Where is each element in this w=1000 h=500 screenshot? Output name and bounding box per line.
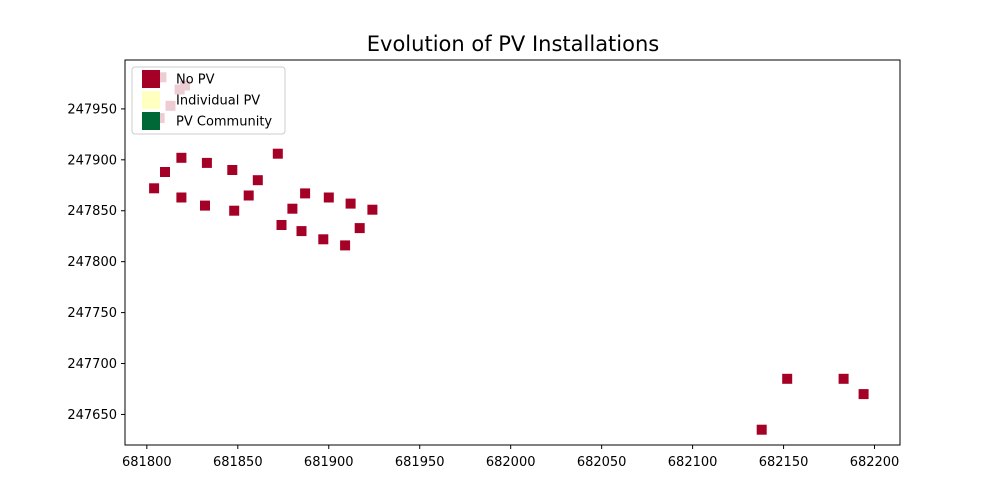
legend-label: No PV [176, 73, 215, 88]
legend-marker [142, 112, 160, 130]
chart-title: Evolution of PV Installations [367, 32, 659, 56]
data-point [838, 373, 849, 384]
x-tick-label: 682200 [850, 455, 900, 470]
data-point [201, 157, 212, 168]
data-point [756, 424, 767, 435]
y-axis: 247650 247700 247750 247800 247850 247900 2479… [67, 102, 125, 423]
plot-border [124, 59, 901, 446]
data-point [858, 389, 869, 400]
legend-marker [142, 91, 160, 109]
x-tick-label: 681800 [122, 455, 172, 470]
data-point [323, 192, 334, 203]
data-point [252, 175, 263, 186]
y-tick-label: 247850 [67, 204, 117, 219]
data-point [160, 167, 170, 177]
legend-entries: No PV Individual PV PV Community [142, 70, 272, 130]
data-point [176, 192, 187, 203]
legend: No PV Individual PV PV Community [131, 66, 286, 135]
data-point [149, 183, 160, 194]
y-tick-label: 247950 [67, 102, 117, 117]
legend-label: Individual PV [176, 94, 260, 109]
x-tick-label: 682000 [486, 455, 536, 470]
legend-box [131, 66, 286, 135]
legend-marker [142, 70, 160, 88]
y-tick-label: 247650 [67, 408, 117, 423]
data-point [367, 204, 378, 215]
data-point [354, 223, 365, 234]
data-point [200, 200, 210, 211]
data-point [227, 165, 238, 175]
x-tick-label: 682150 [759, 455, 809, 470]
x-tick-label: 682100 [668, 455, 718, 470]
y-tick-label: 247800 [67, 255, 117, 270]
data-point [272, 148, 283, 159]
data-point [345, 198, 356, 209]
data-point [782, 373, 793, 384]
x-tick-label: 681900 [304, 455, 354, 470]
x-tick-label: 681950 [395, 455, 445, 470]
data-point [243, 190, 254, 201]
x-axis: 681800 681850 681900 681950 682000 682050 6821… [122, 445, 899, 470]
data-point [296, 226, 307, 237]
data-point [340, 240, 351, 251]
y-tick-label: 247750 [67, 306, 117, 321]
data-point [300, 188, 311, 199]
data-point [276, 220, 287, 230]
legend-label: PV Community [176, 115, 272, 130]
data-point [287, 203, 298, 214]
data-point [229, 205, 240, 216]
x-tick-label: 681850 [213, 455, 263, 470]
data-point [176, 152, 187, 163]
y-tick-label: 247900 [67, 153, 117, 168]
x-tick-label: 682050 [577, 455, 627, 470]
data-point [318, 234, 329, 245]
y-tick-label: 247700 [67, 357, 117, 372]
